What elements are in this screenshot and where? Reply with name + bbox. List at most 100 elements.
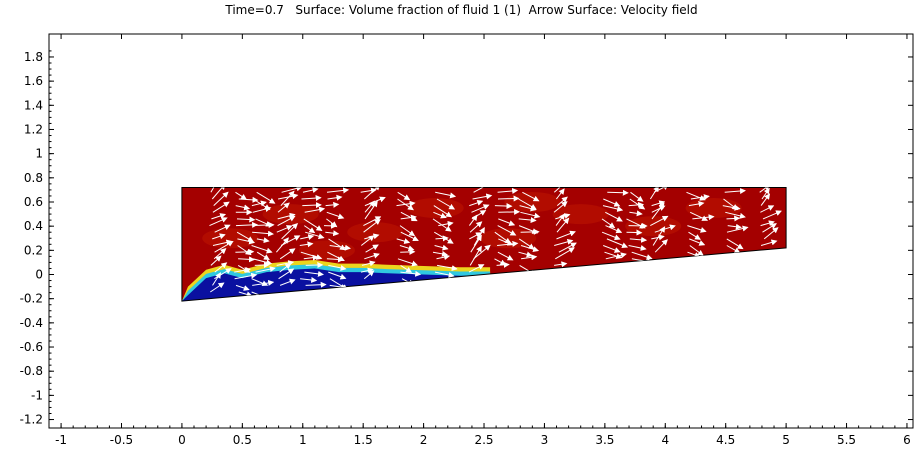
x-tick-label: 5.5 — [837, 433, 856, 447]
velocity-arrow — [469, 221, 483, 233]
velocity-arrow — [760, 193, 771, 206]
velocity-arrow — [364, 187, 381, 200]
velocity-arrow — [760, 205, 775, 213]
velocity-arrow — [651, 200, 666, 207]
velocity-arrow — [558, 242, 577, 253]
velocity-arrow — [256, 251, 270, 261]
velocity-arrow — [210, 187, 222, 193]
x-tick-label: 0 — [178, 433, 186, 447]
velocity-arrow — [556, 188, 565, 200]
velocity-arrow — [235, 204, 251, 211]
velocity-arrow — [400, 231, 419, 242]
velocity-arrow — [361, 260, 376, 267]
velocity-arrow — [235, 284, 250, 291]
velocity-arrow — [607, 189, 629, 196]
velocity-arrow — [650, 215, 669, 227]
velocity-arrow — [281, 223, 299, 240]
y-tick-label: -0.6 — [20, 340, 43, 354]
velocity-arrow — [518, 251, 533, 258]
velocity-arrow — [435, 235, 449, 242]
velocity-arrow — [252, 279, 275, 286]
velocity-arrow — [555, 213, 565, 226]
velocity-arrow — [279, 248, 296, 260]
y-axis: 1.8 1.6 1.4 1.2 1 0.8 0.6 0.4 0.2 0 -0.2 -0.4 -0.6 -0… — [20, 50, 913, 427]
velocity-arrow — [604, 251, 623, 259]
velocity-arrow — [606, 238, 629, 248]
velocity-arrow — [630, 191, 644, 202]
y-tick-label: 1.8 — [24, 50, 43, 64]
velocity-arrow — [601, 218, 616, 229]
velocity-arrow — [328, 264, 347, 271]
velocity-arrow — [399, 225, 416, 237]
velocity-arrow — [280, 190, 295, 206]
velocity-arrow — [468, 214, 478, 226]
x-axis: -1 -0.5 0 0.5 1 1.5 2 2.5 3 3.5 4 4.5 5 5.5 6 — [55, 34, 911, 447]
velocity-arrow — [278, 268, 295, 280]
velocity-arrow — [238, 256, 255, 263]
velocity-arrow — [654, 239, 668, 253]
velocity-arrow — [329, 244, 351, 251]
velocity-arrow — [365, 244, 379, 253]
velocity-arrow — [211, 187, 226, 200]
velocity-arrow — [760, 220, 775, 227]
velocity-arrow — [326, 211, 345, 220]
velocity-arrow — [212, 233, 226, 240]
velocity-arrow — [256, 191, 276, 204]
velocity-arrow — [605, 225, 623, 234]
y-tick-label: 1.4 — [24, 98, 43, 112]
x-tick-label: 4.5 — [716, 433, 735, 447]
velocity-arrow — [629, 236, 648, 243]
velocity-arrow — [726, 225, 749, 233]
velocity-arrow — [518, 238, 535, 250]
velocity-arrow — [520, 245, 540, 253]
velocity-arrow — [277, 202, 290, 213]
velocity-arrow — [214, 240, 234, 253]
velocity-arrow — [252, 230, 274, 237]
velocity-arrow — [688, 231, 701, 240]
velocity-arrow — [363, 270, 375, 280]
velocity-arrow — [556, 230, 576, 240]
velocity-arrow — [360, 235, 375, 246]
velocity-arrow — [469, 199, 484, 207]
velocity-arrow — [214, 262, 228, 273]
velocity-arrow — [472, 193, 493, 200]
velocity-arrow — [601, 231, 621, 241]
x-tick-label: 0.5 — [233, 433, 252, 447]
velocity-arrow — [436, 254, 451, 261]
velocity-arrow — [400, 264, 413, 273]
velocity-arrow — [556, 217, 570, 233]
velocity-arrow — [553, 187, 567, 193]
velocity-arrow — [603, 198, 621, 207]
velocity-arrow — [628, 245, 647, 251]
velocity-arrow — [326, 187, 350, 194]
velocity-arrow — [469, 232, 482, 240]
velocity-arrow — [325, 201, 340, 208]
velocity-arrow — [603, 245, 621, 253]
velocity-arrow — [498, 218, 516, 226]
velocity-arrow — [360, 267, 374, 274]
velocity-arrow — [210, 282, 225, 293]
velocity-arrow — [304, 225, 316, 234]
velocity-arrow — [235, 221, 259, 228]
velocity-arrow — [304, 206, 326, 213]
velocity-arrow — [299, 241, 314, 248]
x-tick-label: -0.5 — [110, 433, 133, 447]
velocity-arrow — [725, 211, 746, 219]
y-tick-label: -1 — [31, 388, 43, 402]
velocity-arrow — [689, 245, 704, 256]
velocity-arrow — [438, 220, 454, 227]
velocity-arrow — [237, 238, 256, 245]
velocity-arrow — [690, 194, 710, 201]
velocity-arrow — [277, 212, 296, 220]
velocity-arrow — [300, 276, 318, 283]
velocity-arrow — [400, 270, 422, 277]
velocity-arrow — [251, 200, 267, 207]
velocity-arrow — [210, 255, 222, 266]
velocity-arrow — [689, 211, 709, 221]
velocity-arrow — [519, 205, 537, 212]
velocity-arrow — [363, 216, 382, 227]
x-tick-label: 5 — [782, 433, 790, 447]
velocity-arrow — [726, 215, 741, 222]
velocity-arrow — [276, 225, 293, 233]
